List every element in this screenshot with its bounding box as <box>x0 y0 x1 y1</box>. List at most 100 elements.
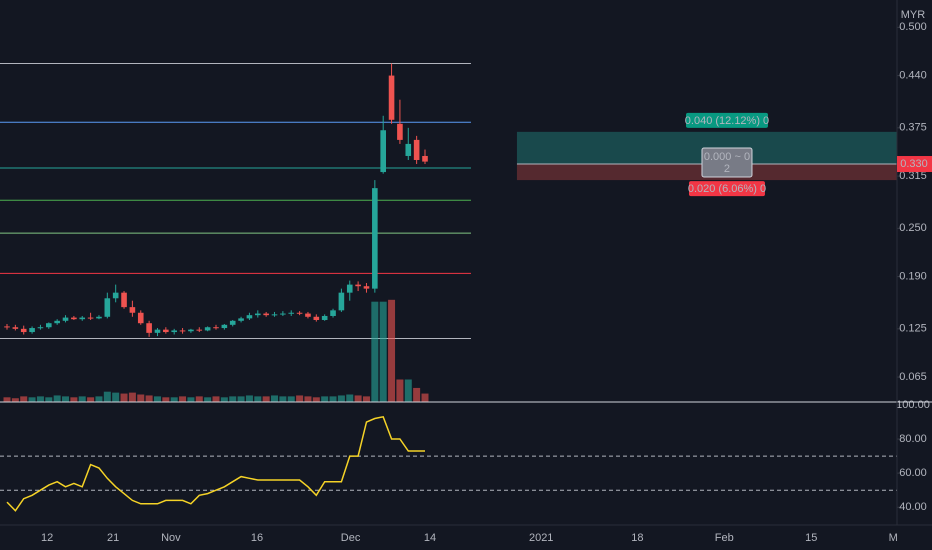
volume-bar <box>404 379 412 402</box>
candle-body <box>204 327 211 331</box>
candle-body <box>338 292 345 311</box>
y-tick-label: 0.440 <box>899 69 927 81</box>
volume-bar <box>28 397 36 402</box>
volume-bar <box>254 396 262 402</box>
x-tick-label: M <box>889 532 898 544</box>
candle-body <box>246 315 253 319</box>
candle-body <box>87 317 94 319</box>
volume-bar <box>145 395 153 402</box>
candle-body <box>321 315 328 320</box>
loss-tag <box>688 181 765 197</box>
volume-bar <box>212 396 220 402</box>
rsi-tick-label: 60.00 <box>899 467 927 479</box>
volume-bar <box>62 396 70 402</box>
rsi-line <box>6 415 425 512</box>
candle-body <box>397 123 403 140</box>
volume-bar <box>337 395 345 402</box>
volume-bar <box>36 396 44 402</box>
candle-body <box>254 313 261 316</box>
volume-bar <box>304 396 312 402</box>
candle-body <box>221 324 228 329</box>
volume-bar <box>237 396 245 402</box>
candle-body <box>137 312 144 324</box>
candle-body <box>346 284 353 293</box>
volume-bar <box>78 396 86 402</box>
x-tick-label: 12 <box>41 532 53 544</box>
candle-body <box>305 313 311 317</box>
candle-body <box>296 312 303 314</box>
volume-bar <box>287 396 295 402</box>
currency: MYR <box>901 9 926 21</box>
volume-bar <box>70 397 78 402</box>
last-price-label: 0.330 <box>900 158 928 170</box>
candle-body <box>171 330 177 333</box>
candle-body <box>363 286 370 289</box>
volume-bar <box>204 397 212 402</box>
volume-bar <box>245 395 253 402</box>
neutral-label: 0.000 ~ 0 <box>704 151 750 163</box>
volume-bar <box>195 396 203 402</box>
volume-bar <box>379 301 387 402</box>
candle-body <box>20 328 27 333</box>
volume-bar <box>170 397 178 402</box>
volume-bar <box>321 396 329 402</box>
candle-body <box>45 323 52 328</box>
rsi-tick-label: 80.00 <box>899 433 927 445</box>
candle-body <box>288 312 295 314</box>
y-tick-label: 0.190 <box>899 270 927 282</box>
candle-body <box>422 155 428 162</box>
profit-label: 0.040 (12.12%) 0 <box>685 115 769 127</box>
candle-body <box>388 75 395 120</box>
y-tick-label: 0.065 <box>899 371 927 383</box>
volume-bar <box>413 387 421 402</box>
volume-bar <box>262 396 270 402</box>
candle-body <box>188 329 194 332</box>
volume-bar <box>112 392 120 402</box>
candle-body <box>54 320 60 324</box>
volume-bar <box>53 395 61 402</box>
y-tick-label: 0.125 <box>899 323 927 335</box>
candle-body <box>405 143 412 156</box>
x-tick-label: Dec <box>341 532 361 544</box>
x-tick-label: 18 <box>631 532 643 544</box>
volume-bar <box>220 397 228 402</box>
volume-bar <box>329 396 337 402</box>
volume-bar <box>162 397 170 402</box>
candle-body <box>313 316 320 320</box>
volume-bar <box>95 396 103 402</box>
x-tick-label: 16 <box>251 532 263 544</box>
volume-bar <box>45 397 53 402</box>
candle-body <box>121 292 127 308</box>
volume-bar <box>396 379 404 402</box>
volume-bar <box>179 396 187 402</box>
volume-bar <box>120 393 128 402</box>
x-tick-label: Feb <box>715 532 734 544</box>
last-price-tag <box>897 156 932 173</box>
candle-body <box>330 310 336 316</box>
x-tick-label: 15 <box>805 532 817 544</box>
x-tick-label: Nov <box>161 532 181 544</box>
volume-bar <box>20 396 28 402</box>
volume-bar <box>279 396 287 402</box>
candle-body <box>129 307 136 313</box>
candle-body <box>112 292 119 299</box>
candle-body <box>29 328 35 333</box>
neutral-tag <box>701 147 753 178</box>
rsi-tick-label: 40.00 <box>899 501 927 513</box>
candle-body <box>355 284 361 287</box>
candle-body <box>104 298 111 317</box>
candle-body <box>238 318 244 321</box>
candle-body <box>154 329 161 333</box>
volume-bar <box>153 396 161 402</box>
candle-body <box>179 330 186 332</box>
y-tick-label: 0.315 <box>899 170 927 182</box>
volume-bar <box>187 397 195 402</box>
rsi-tick-label: 100.00 <box>896 399 930 411</box>
y-tick-label: 0.500 <box>899 21 927 33</box>
volume-bar <box>11 398 19 402</box>
candle-body <box>280 313 286 315</box>
volume-bar <box>128 392 136 402</box>
neutral-qty: 2 <box>724 163 730 175</box>
candle-body <box>380 130 386 173</box>
